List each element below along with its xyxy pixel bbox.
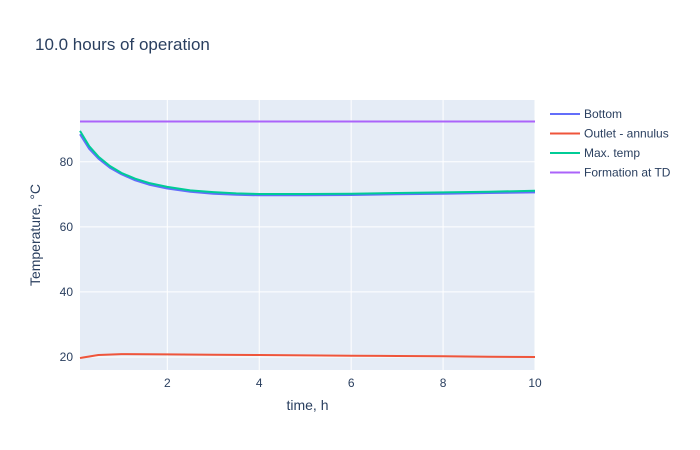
legend-item-formation-at-td[interactable]: Formation at TD xyxy=(584,166,671,180)
legend-item-bottom[interactable]: Bottom xyxy=(584,107,622,121)
y-tick-label: 20 xyxy=(60,350,74,364)
plot-area xyxy=(80,100,535,370)
y-axis-label: Temperature, °C xyxy=(27,184,43,286)
gridlines xyxy=(80,100,536,370)
series-line-bottom xyxy=(79,133,536,197)
y-tick-label: 80 xyxy=(60,155,74,169)
x-axis-label: time, h xyxy=(286,397,328,413)
legend-item-max-temp[interactable]: Max. temp xyxy=(584,146,640,160)
legend: Bottom Outlet - annulus Max. temp Formation… xyxy=(550,107,671,180)
x-tick-label: 6 xyxy=(348,376,355,390)
series-line-outlet-annulus xyxy=(79,353,536,359)
series-lines xyxy=(79,120,536,359)
chart-title: 10.0 hours of operation xyxy=(35,35,210,54)
y-tick-label: 60 xyxy=(60,220,74,234)
x-tick-label: 4 xyxy=(256,376,263,390)
x-tick-label: 8 xyxy=(440,376,447,390)
y-tick-label: 40 xyxy=(60,285,74,299)
series-line-max-temp xyxy=(79,130,536,195)
x-tick-label: 10 xyxy=(528,376,542,390)
tick-labels: 2 4 6 8 10 20 40 60 80 xyxy=(60,155,542,390)
x-tick-label: 2 xyxy=(164,376,171,390)
legend-item-outlet-annulus[interactable]: Outlet - annulus xyxy=(584,127,669,141)
